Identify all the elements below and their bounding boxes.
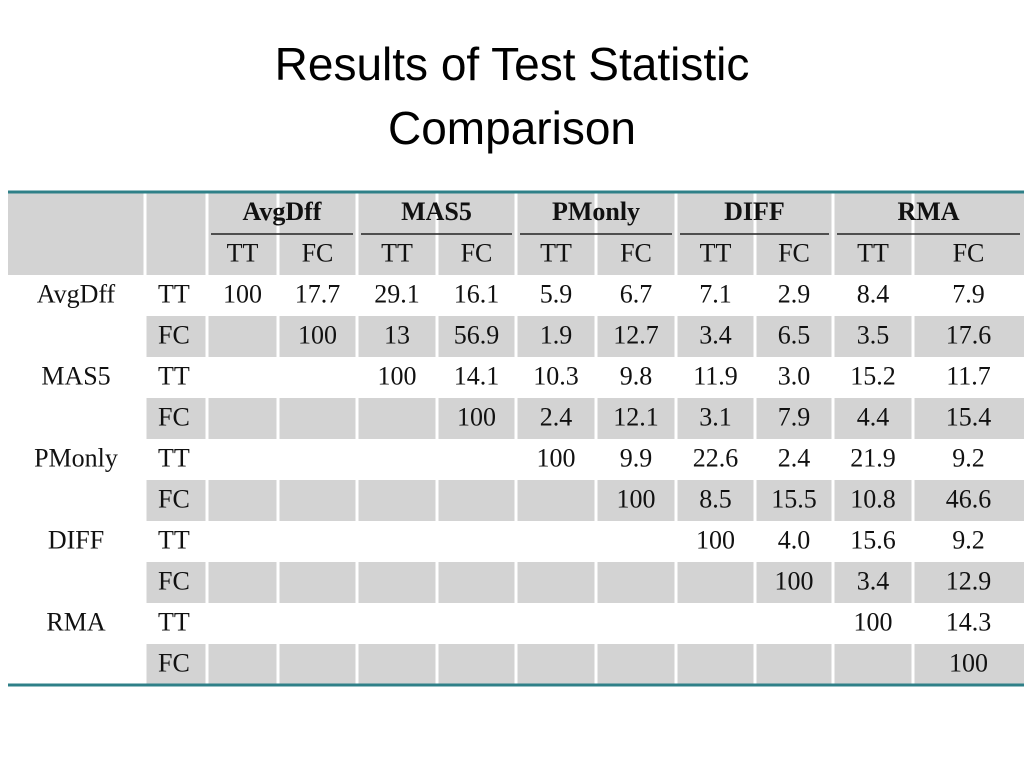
table-cell: 10.8 [850, 484, 896, 513]
row-sublabel: FC [158, 402, 190, 431]
table-cell: 12.1 [613, 402, 659, 431]
table-cell: 2.4 [540, 402, 573, 431]
table-cell: 14.1 [454, 361, 500, 390]
table-cell: 1.9 [540, 320, 573, 349]
table-cell: 11.7 [946, 361, 991, 390]
sub-header: FC [461, 238, 493, 267]
sub-header: TT [227, 238, 259, 267]
table-cell: 29.1 [374, 279, 420, 308]
table-cell: 100 [537, 443, 576, 472]
table-cell: 14.3 [946, 607, 992, 636]
table-cell: 5.9 [540, 279, 573, 308]
table-cell: 100 [378, 361, 417, 390]
sub-header: TT [857, 238, 889, 267]
table-cell: 15.4 [946, 402, 992, 431]
table-cell: 100 [617, 484, 656, 513]
table-cell: 3.4 [699, 320, 732, 349]
row-label: AvgDff [37, 279, 116, 308]
row-bg [145, 562, 1024, 603]
table-cell: 21.9 [850, 443, 896, 472]
sub-header: TT [381, 238, 413, 267]
slide-title: Results of Test Statistic Comparison [274, 38, 750, 154]
group-header: MAS5 [401, 197, 472, 226]
sub-header: FC [620, 238, 652, 267]
table-cell: 12.7 [613, 320, 659, 349]
group-header: AvgDff [243, 197, 322, 226]
table-cell: 9.9 [620, 443, 653, 472]
table-cell: 15.6 [850, 525, 896, 554]
table-cell: 15.5 [771, 484, 817, 513]
table-cell: 4.0 [778, 525, 811, 554]
table-cell: 17.6 [946, 320, 992, 349]
row-bg [145, 480, 1024, 521]
table-cell: 12.9 [946, 566, 992, 595]
row-sublabel: FC [158, 320, 190, 349]
row-label: DIFF [48, 525, 104, 554]
group-header: PMonly [552, 197, 640, 226]
row-bg [145, 644, 1024, 685]
table-cell: 100 [457, 402, 496, 431]
table-cell: 3.1 [699, 402, 732, 431]
table-cell: 16.1 [454, 279, 500, 308]
table-cell: 100 [949, 648, 988, 677]
table-cell: 56.9 [454, 320, 500, 349]
table-cell: 8.5 [699, 484, 732, 513]
group-header: DIFF [724, 197, 785, 226]
table-cell: 3.4 [857, 566, 890, 595]
row-sublabel: FC [158, 648, 190, 677]
row-sublabel: TT [158, 279, 190, 308]
row-sublabel: TT [158, 525, 190, 554]
row-sublabel: TT [158, 607, 190, 636]
table-cell: 10.3 [533, 361, 579, 390]
table-cell: 100 [775, 566, 814, 595]
sub-header: TT [700, 238, 732, 267]
row-label: RMA [46, 607, 105, 636]
table-cell: 7.1 [699, 279, 732, 308]
table-cell: 2.9 [778, 279, 811, 308]
row-bg [145, 316, 1024, 357]
table-cell: 13 [384, 320, 410, 349]
row-sublabel: TT [158, 361, 190, 390]
table-cell: 3.0 [778, 361, 811, 390]
table-cell: 7.9 [778, 402, 811, 431]
row-sublabel: FC [158, 566, 190, 595]
row-sublabel: TT [158, 443, 190, 472]
sub-header: FC [778, 238, 810, 267]
table-cell: 9.8 [620, 361, 653, 390]
table-cell: 22.6 [693, 443, 739, 472]
table-cell: 17.7 [295, 279, 341, 308]
table-cell: 15.2 [850, 361, 896, 390]
sub-header: FC [302, 238, 334, 267]
table-cell: 100 [854, 607, 893, 636]
sub-header: TT [540, 238, 572, 267]
table-cell: 9.2 [952, 443, 985, 472]
table-cell: 2.4 [778, 443, 811, 472]
table-cell: 100 [298, 320, 337, 349]
row-sublabel: FC [158, 484, 190, 513]
table-cell: 9.2 [952, 525, 985, 554]
table-cell: 46.6 [946, 484, 992, 513]
row-label: PMonly [34, 443, 118, 472]
sub-header: FC [953, 238, 985, 267]
row-label: MAS5 [41, 361, 110, 390]
table-cell: 6.5 [778, 320, 811, 349]
table-cell: 7.9 [952, 279, 985, 308]
table-cell: 11.9 [693, 361, 738, 390]
table-cell: 4.4 [857, 402, 890, 431]
table-cell: 100 [223, 279, 262, 308]
table-cell: 6.7 [620, 279, 653, 308]
table-cell: 100 [696, 525, 735, 554]
table-cell: 8.4 [857, 279, 890, 308]
group-header: RMA [897, 197, 959, 226]
row-bg [145, 398, 1024, 439]
table-cell: 3.5 [857, 320, 890, 349]
